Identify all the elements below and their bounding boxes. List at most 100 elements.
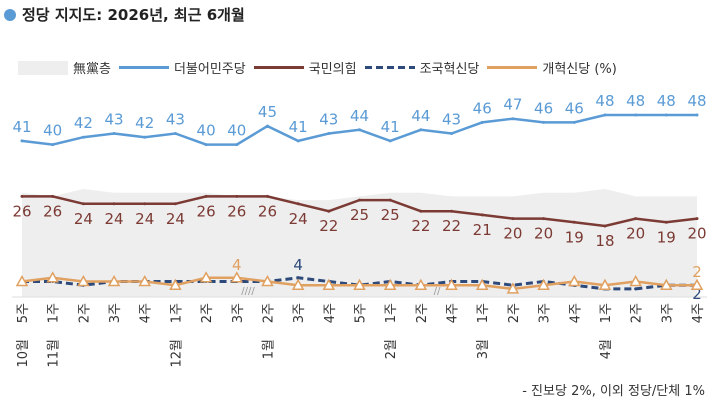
x-tick-label: 4주 [446,303,461,323]
data-point [419,209,423,213]
data-point [204,194,208,198]
data-label: 4 [232,256,242,274]
data-point [77,274,90,287]
data-point [20,194,24,198]
data-point [450,209,454,213]
data-point [383,278,397,290]
legend-item: 더불어민주당 [118,58,246,77]
x-tick-label: 1주 [169,303,184,323]
data-point [15,274,29,287]
data-point [634,217,638,221]
x-tick-label: 2주 [200,303,215,323]
data-point [81,135,85,139]
data-point [296,202,300,206]
data-label: 42 [74,114,93,132]
x-tick-label: 5주 [354,303,369,323]
data-label: 44 [350,107,369,125]
data-label: 40 [43,122,62,140]
legend-item: 국민의힘 [253,58,357,77]
data-label: 43 [104,111,123,129]
data-point [291,278,305,290]
data-point [199,271,213,283]
data-label: 18 [595,232,614,250]
data-label: 26 [43,202,62,220]
data-point [46,271,59,283]
data-label: 24 [104,210,123,228]
data-point [511,117,515,121]
legend-item: 無黨층 [18,58,111,77]
data-label: 41 [289,118,308,136]
x-tick-month: 4월 [599,339,614,359]
legend: 無黨층 더불어민주당 국민의힘 조국혁신당 개혁신당 (%) [18,58,625,77]
data-point [107,274,121,287]
data-label: 26 [227,202,246,220]
data-point [664,220,668,224]
data-label: 26 [197,202,216,220]
data-point [235,194,239,198]
axis-break: // [434,286,441,297]
data-point [230,271,244,283]
data-label: 20 [503,225,522,243]
data-label: 20 [626,225,645,243]
data-point [143,135,147,139]
data-point [322,278,336,290]
data-point [327,132,331,135]
data-point [388,139,392,143]
data-point [173,202,177,206]
data-label: 43 [166,111,185,129]
data-point [660,278,673,290]
data-point [20,139,24,143]
data-label: 24 [135,210,154,228]
data-label: 20 [534,225,553,243]
data-point [138,274,152,287]
area-unaffiliated [22,189,697,297]
data-label: 26 [12,202,31,220]
data-label: 25 [381,206,400,224]
data-point [173,132,177,135]
data-label: 41 [381,118,400,136]
data-label: 42 [135,114,154,132]
data-point [480,120,484,124]
data-point [388,198,392,202]
chart-title: 정당 지지도: 2026년, 최근 6개월 [4,4,245,25]
data-point [143,202,147,206]
x-tick-label: 2주 [630,303,645,323]
x-tick-month: 3월 [476,339,491,359]
data-point [695,113,699,117]
data-label: 20 [687,225,706,243]
axis-break: //// [241,286,255,297]
data-point [567,274,581,287]
data-point [511,217,515,221]
data-label: 24 [166,210,185,228]
data-point [445,278,458,290]
legend-item: 조국혁신당 [364,58,479,77]
data-point [112,202,116,206]
data-label: 2 [692,285,702,303]
data-label: 48 [687,92,706,110]
data-label: 22 [411,217,430,235]
data-point [695,217,699,221]
footnote: - 진보당 2%, 이외 정당/단체 1% [522,384,705,399]
data-label: 46 [534,99,553,117]
x-tick-label: 4주 [691,303,706,323]
data-point [690,278,704,290]
data-point [572,120,576,124]
data-label: 43 [442,111,461,129]
data-label: 46 [473,99,492,117]
x-tick-label: 1주 [384,303,399,323]
data-label: 48 [626,92,645,110]
x-tick-month: 10월 [16,339,31,368]
data-label: 48 [657,92,676,110]
data-label: 40 [227,122,246,140]
data-point [112,132,116,135]
x-tick-month: 2월 [384,339,399,359]
data-point [634,287,638,291]
data-label: 26 [258,202,277,220]
data-label: 25 [350,206,369,224]
x-tick-label: 3주 [292,303,307,323]
data-point [235,143,239,147]
data-point [81,202,85,206]
x-tick-month: 12월 [169,339,184,368]
data-point [629,274,642,287]
data-point [265,124,269,128]
